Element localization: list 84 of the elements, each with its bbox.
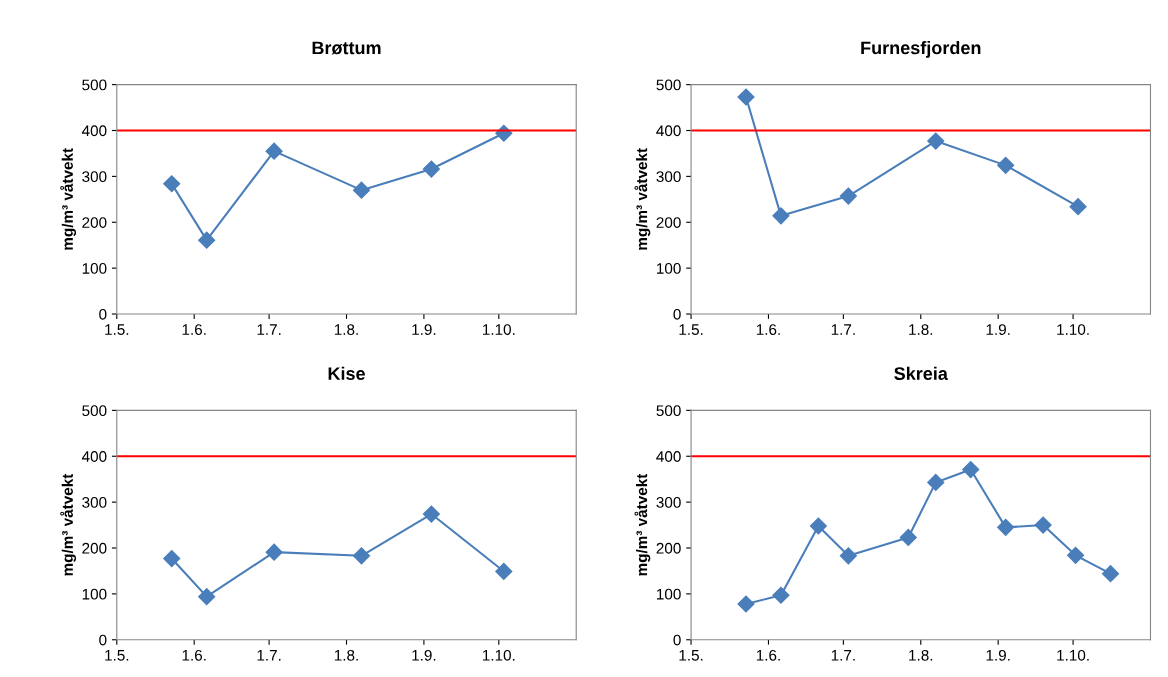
point	[163, 550, 181, 568]
y-tick-label: 0	[99, 634, 107, 646]
point	[265, 142, 283, 160]
x-tick-label: 1.10.	[1057, 324, 1089, 335]
point	[422, 505, 440, 523]
y-tick-label: 0	[673, 634, 681, 646]
point	[198, 588, 216, 606]
point	[809, 517, 827, 535]
x-tick-label: 1.5.	[679, 324, 703, 335]
x-tick-label: 1.9.	[986, 649, 1010, 661]
x-tick-label: 1.8.	[909, 324, 933, 335]
x-tick-label: 1.6.	[756, 324, 780, 335]
y-tick-label: 400	[656, 451, 681, 462]
y-tick-label: 400	[81, 125, 107, 137]
point	[772, 586, 790, 604]
point	[422, 160, 440, 178]
point	[495, 562, 513, 580]
point	[772, 207, 790, 225]
x-tick-label: 1.7.	[831, 324, 855, 335]
x-tick-label: 1.10.	[1057, 649, 1089, 661]
y-tick-label: 400	[81, 451, 107, 462]
point	[1067, 546, 1085, 564]
y-tick-label: 0	[673, 308, 681, 320]
y-tick-label: 100	[657, 263, 681, 274]
y-axis-title: mg/m³ våtvekt	[634, 473, 651, 576]
x-tick-label: 1.8.	[909, 649, 933, 661]
x-tick-label: 1.10.	[482, 324, 515, 335]
point	[737, 88, 755, 106]
x-tick-label: 1.6.	[182, 324, 206, 335]
x-tick-label: 1.10.	[482, 649, 515, 661]
x-tick-label: 1.5.	[105, 650, 129, 661]
y-tick-label: 200	[656, 217, 681, 228]
point	[1101, 565, 1120, 583]
point	[198, 231, 216, 249]
y-tick-label: 200	[82, 217, 107, 228]
y-axis-title: mg/m³ våtvekt	[634, 148, 651, 250]
point	[997, 156, 1015, 174]
y-tick-label: 200	[82, 542, 107, 554]
y-tick-label: 100	[82, 263, 107, 274]
x-tick-label: 1.9.	[412, 324, 436, 335]
point	[839, 187, 857, 205]
y-tick-label: 100	[82, 588, 107, 600]
y-axis-title: mg/m³ våtvekt	[60, 473, 77, 576]
point	[927, 473, 945, 491]
y-tick-label: 200	[656, 542, 681, 554]
y-tick-label: 100	[657, 588, 681, 600]
point	[962, 461, 980, 479]
x-tick-label: 1.5.	[679, 650, 703, 661]
x-tick-label: 1.9.	[986, 324, 1010, 335]
point	[352, 547, 371, 565]
point	[163, 175, 181, 193]
point	[839, 547, 857, 565]
point	[352, 181, 371, 199]
point	[737, 595, 755, 613]
y-tick-label: 400	[656, 125, 681, 137]
point	[1034, 516, 1052, 534]
chart-title: Furnesfjorden	[861, 40, 981, 58]
y-tick-label: 500	[656, 405, 681, 417]
y-tick-label: 300	[82, 171, 107, 183]
point	[1069, 198, 1087, 216]
x-tick-label: 1.7.	[257, 650, 281, 661]
x-tick-label: 1.6.	[182, 649, 206, 661]
chart-title: Skreia	[894, 366, 948, 380]
y-tick-label: 500	[82, 79, 107, 91]
y-axis-title: mg/m³ våtvekt	[60, 148, 77, 250]
x-tick-label: 1.7.	[831, 650, 855, 661]
chart-title: Kise	[328, 366, 365, 380]
x-tick-label: 1.8.	[334, 649, 358, 661]
y-tick-label: 500	[656, 79, 681, 91]
x-tick-label: 1.8.	[334, 324, 358, 335]
point	[265, 543, 283, 561]
x-tick-label: 1.7.	[257, 324, 281, 335]
y-tick-label: 300	[82, 496, 107, 508]
x-tick-label: 1.9.	[412, 649, 436, 661]
y-tick-label: 500	[82, 405, 107, 417]
point	[997, 518, 1015, 536]
y-tick-label: 300	[656, 496, 681, 508]
y-tick-label: 0	[99, 308, 107, 320]
y-tick-label: 300	[656, 171, 681, 183]
x-tick-label: 1.6.	[756, 649, 780, 661]
point	[899, 528, 917, 547]
point	[927, 132, 945, 150]
x-tick-label: 1.5.	[105, 324, 129, 335]
chart-title: Brøttum	[312, 41, 381, 55]
